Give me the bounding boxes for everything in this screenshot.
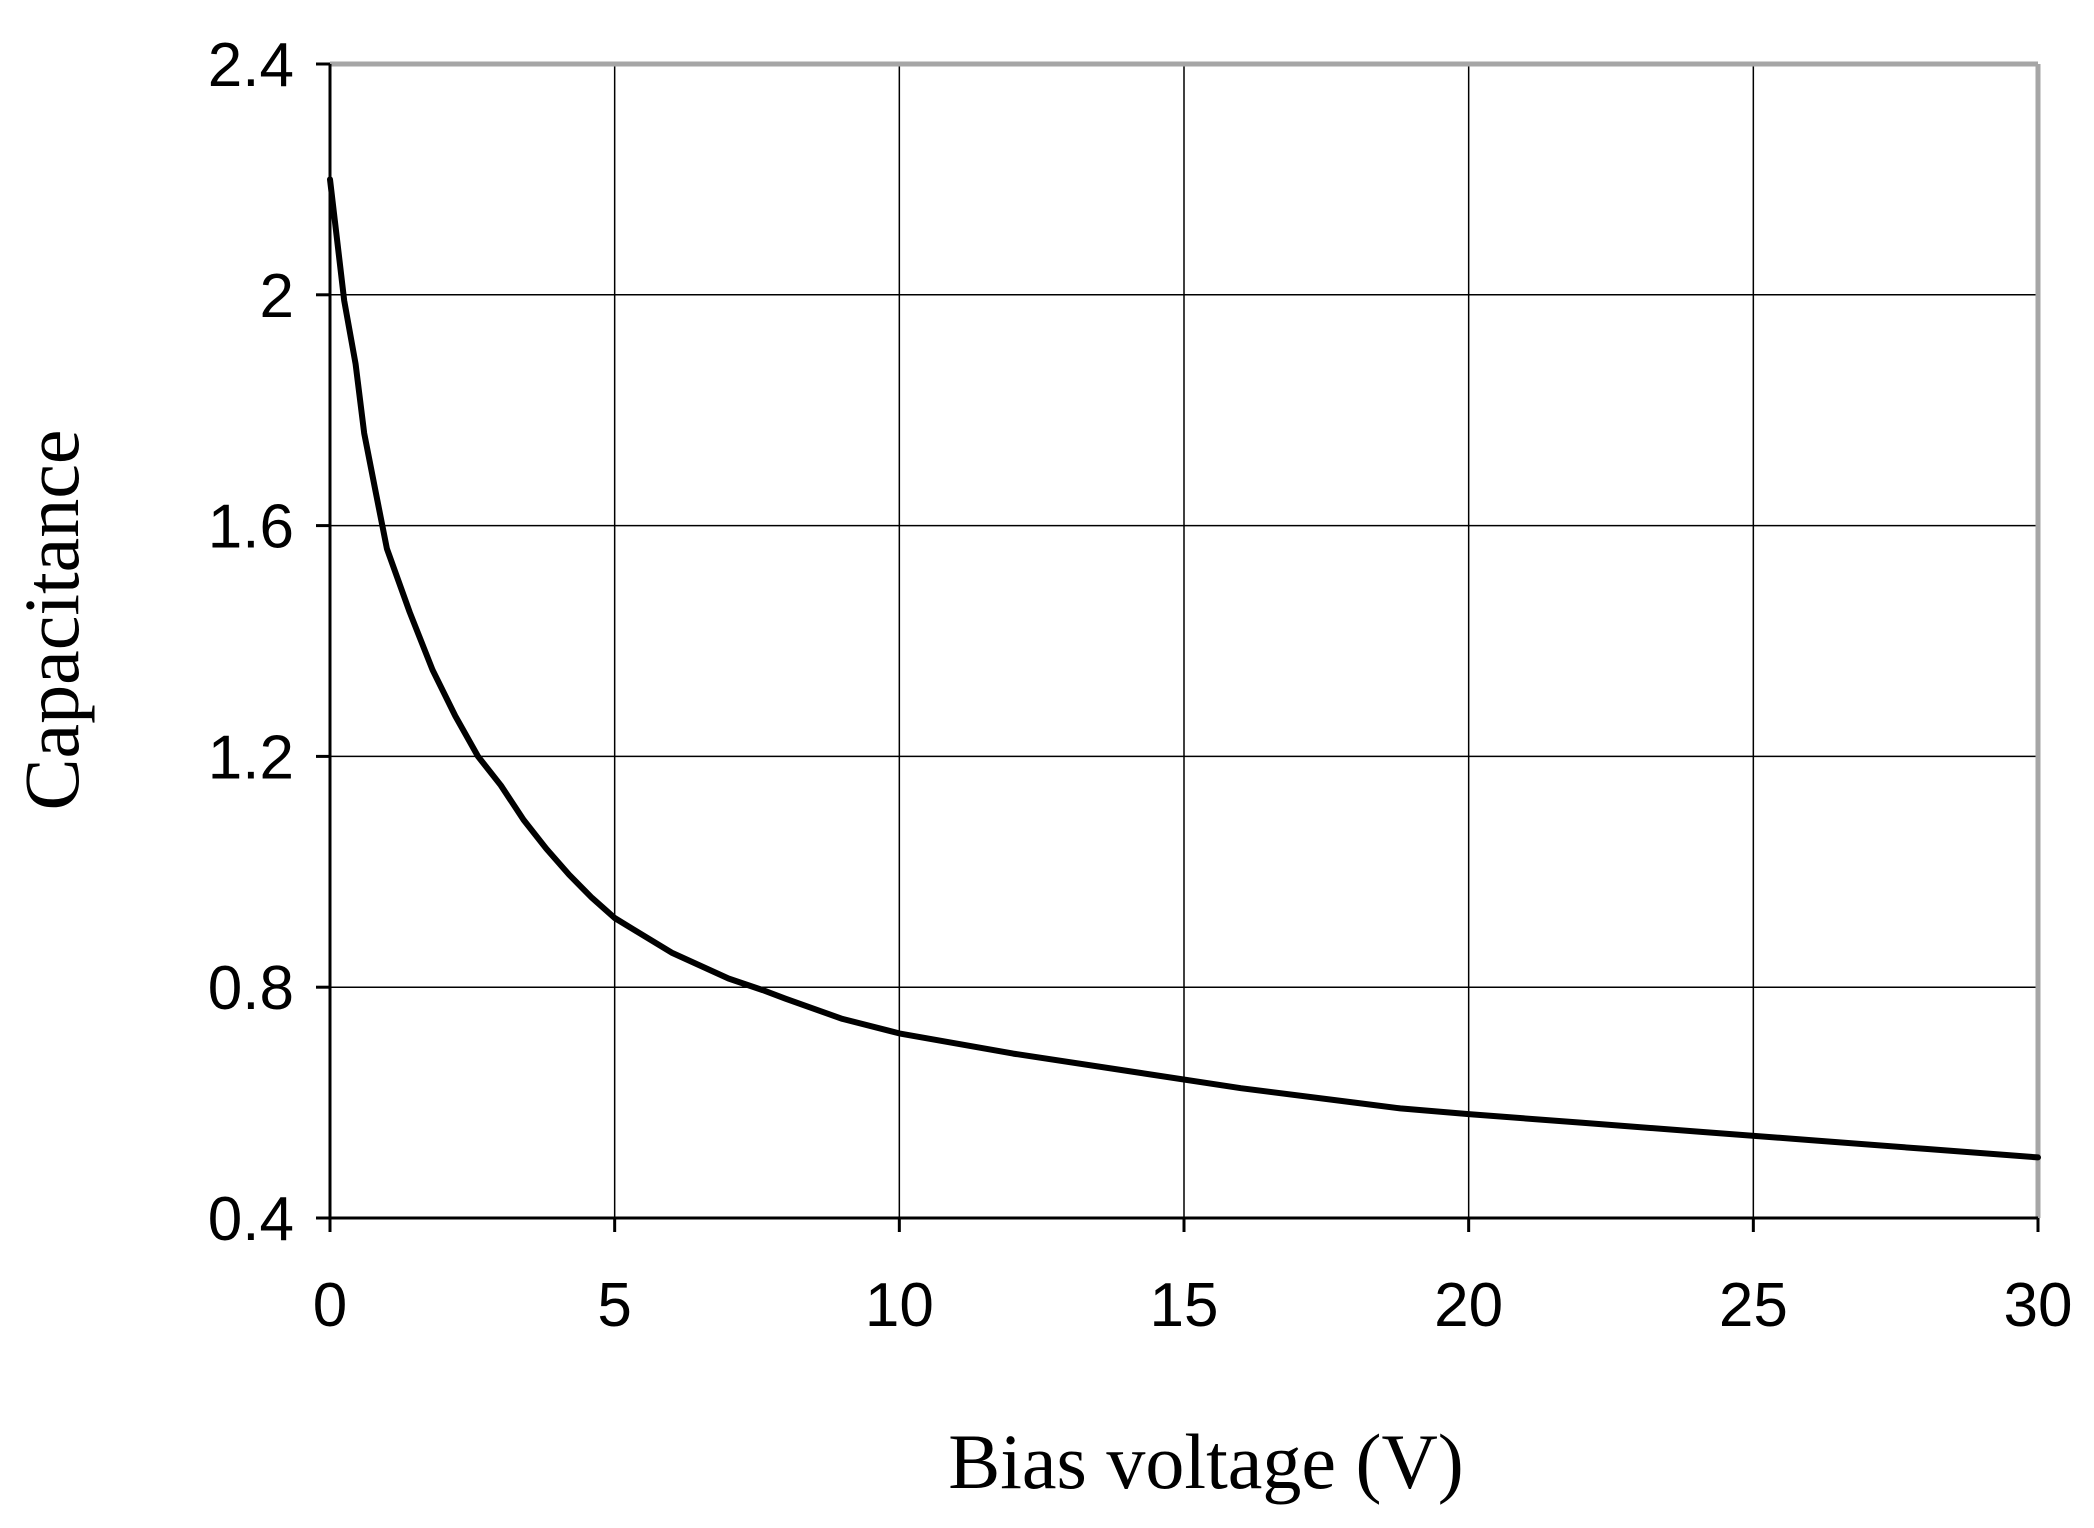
y-tick-label-1.2: 1.2 [208,723,294,792]
y-tick-label-2.4: 2.4 [208,31,294,100]
data-series [327,176,2041,1161]
x-tick-label-10: 10 [865,1271,934,1340]
x-tick-label-15: 15 [1150,1271,1219,1340]
y-axis-title: Capacitance [8,429,95,810]
y-tick-label-0.4: 0.4 [208,1185,294,1254]
x-tick-label-30: 30 [2004,1271,2073,1340]
axes [316,62,2040,1232]
y-tick-label-0.8: 0.8 [208,954,294,1023]
x-axis-title: Bias voltage (V) [948,1418,1464,1505]
grid-lines [330,64,2038,1218]
x-tick-label-0: 0 [313,1271,347,1340]
plot-frame [330,61,2041,1218]
x-tick-label-5: 5 [597,1271,631,1340]
tick-labels: 0 5 10 15 20 25 30 0.4 0.8 1.2 1.6 2 2.4 [208,31,2073,1340]
x-tick-label-20: 20 [1434,1271,1503,1340]
capacitance-curve-0 [327,176,2041,1161]
x-tick-label-25: 25 [1719,1271,1788,1340]
y-tick-label-2: 2 [260,262,294,331]
y-tick-label-1.6: 1.6 [208,493,294,562]
